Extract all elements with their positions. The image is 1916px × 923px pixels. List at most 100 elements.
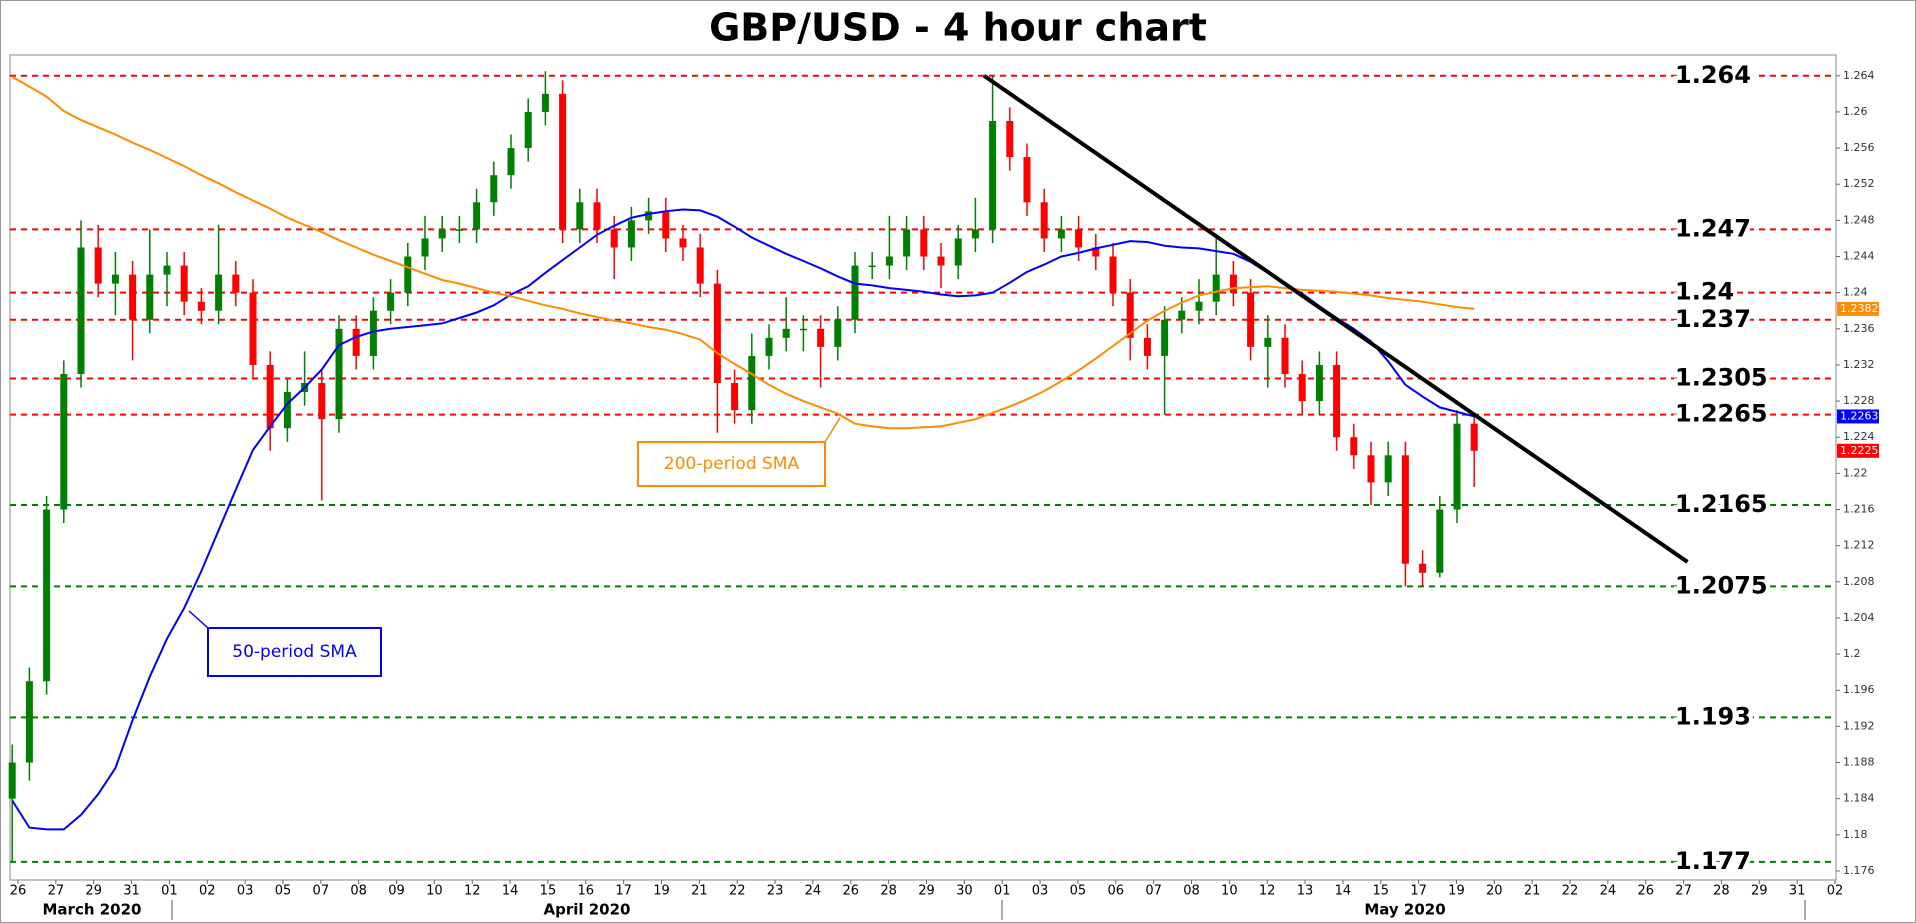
candle-body <box>232 274 240 293</box>
trendline <box>982 74 1689 564</box>
candle-body <box>455 229 463 231</box>
x-tick-label: 31 <box>123 884 140 899</box>
candle-body <box>1247 292 1255 347</box>
month-label: March 2020 <box>43 901 142 919</box>
candle-body <box>662 211 670 239</box>
candle-body <box>1006 120 1014 158</box>
sma-line <box>11 208 1475 831</box>
x-tick-label: 02 <box>1827 884 1844 899</box>
x-tick-label: 05 <box>275 884 292 899</box>
y-tick-label: 1.236 <box>1843 322 1875 335</box>
x-tick-label: 13 <box>1297 884 1314 899</box>
candle-body <box>266 364 274 429</box>
x-tick-label: 22 <box>1562 884 1579 899</box>
candle-body <box>197 301 205 311</box>
annotation-box <box>207 627 382 677</box>
candle-body <box>352 328 360 356</box>
candle-body <box>868 265 876 268</box>
candle-body <box>1143 337 1151 356</box>
candle-body <box>559 93 567 230</box>
candle-body <box>748 355 756 411</box>
y-tick-label: 1.212 <box>1843 539 1875 552</box>
level-label: 1.2265 <box>1675 400 1768 428</box>
month-label: April 2020 <box>544 901 631 919</box>
candle-body <box>524 111 532 149</box>
y-tick-label: 1.24 <box>1843 286 1868 299</box>
candle-body <box>1384 455 1392 483</box>
x-tick-label: 01 <box>161 884 178 899</box>
x-tick-label: 09 <box>388 884 405 899</box>
x-tick-label: 26 <box>1637 884 1654 899</box>
level-label: 1.247 <box>1675 214 1751 242</box>
x-tick-label: 30 <box>956 884 973 899</box>
candle-body <box>111 274 119 284</box>
price-badge <box>1837 301 1879 316</box>
candle-body <box>1315 364 1323 402</box>
candle-body <box>1350 437 1358 456</box>
candle-body <box>1178 310 1186 320</box>
candle-body <box>1092 247 1100 257</box>
x-tick-label: 28 <box>1713 884 1730 899</box>
x-tick-label: 08 <box>350 884 367 899</box>
candle-body <box>645 211 653 221</box>
candle-body <box>1264 337 1272 347</box>
price-badge <box>1837 409 1879 424</box>
candle-body <box>782 328 790 338</box>
x-tick-label: 28 <box>880 884 897 899</box>
x-tick-label: 17 <box>1410 884 1427 899</box>
y-tick-label: 1.256 <box>1843 141 1875 154</box>
candle-body <box>318 383 326 420</box>
candle-body <box>920 229 928 257</box>
x-tick-label: 12 <box>1259 884 1276 899</box>
candle-body <box>43 509 51 682</box>
x-tick-label: 21 <box>1524 884 1541 899</box>
candle-body <box>851 265 859 320</box>
candle-body <box>989 120 997 230</box>
level-label: 1.177 <box>1675 847 1751 875</box>
level-label: 1.237 <box>1675 305 1751 333</box>
candle-body <box>679 238 687 248</box>
x-tick-label: 26 <box>843 884 860 899</box>
y-tick-label: 1.232 <box>1843 358 1875 371</box>
level-label: 1.2165 <box>1675 490 1768 518</box>
sma-line <box>11 75 1475 430</box>
y-tick-label: 1.228 <box>1843 394 1875 407</box>
y-tick-label: 1.196 <box>1843 683 1875 696</box>
candle-body <box>438 229 446 239</box>
month-label: May 2020 <box>1364 901 1445 919</box>
candle-body <box>1298 373 1306 402</box>
candle-body <box>146 274 154 320</box>
candle-body <box>490 175 498 203</box>
candle-body <box>1436 509 1444 573</box>
x-tick-label: 07 <box>313 884 330 899</box>
candle-body <box>937 256 945 266</box>
x-tick-label: 03 <box>237 884 254 899</box>
candle-body <box>817 328 825 347</box>
candle-body <box>1367 455 1375 483</box>
x-tick-label: 24 <box>805 884 822 899</box>
candle-body <box>1040 202 1048 239</box>
x-tick-label: 22 <box>729 884 746 899</box>
candle-body <box>885 256 893 266</box>
annotation-text: 200-period SMA <box>664 454 800 474</box>
price-badge-label: 1.2263 <box>1840 409 1879 422</box>
candle-body <box>163 265 171 275</box>
candle-body <box>834 319 842 347</box>
candle-body <box>576 202 584 230</box>
level-label: 1.2075 <box>1675 571 1768 599</box>
y-tick-label: 1.176 <box>1843 864 1875 877</box>
candle-body <box>541 93 549 112</box>
candle-body <box>404 256 412 293</box>
candle-body <box>954 238 962 266</box>
candle-body <box>971 229 979 239</box>
x-tick-label: 05 <box>1070 884 1087 899</box>
x-tick-label: 03 <box>1032 884 1049 899</box>
candle-body <box>129 274 137 320</box>
candle-body <box>765 337 773 356</box>
candle-body <box>1453 423 1461 510</box>
candle-body <box>249 292 257 365</box>
candle-body <box>1023 157 1031 203</box>
candle-body <box>731 383 739 411</box>
